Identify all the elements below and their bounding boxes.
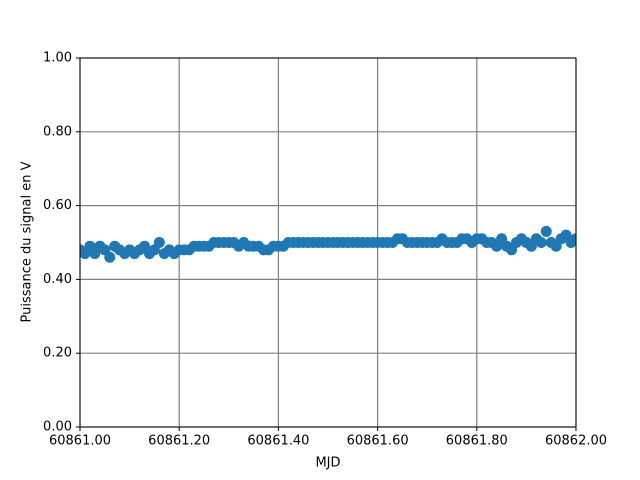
x-tick-label: 60861.80 bbox=[446, 434, 508, 449]
x-tick-label: 60861.20 bbox=[148, 434, 210, 449]
y-tick-label: 0.20 bbox=[43, 346, 72, 361]
point bbox=[104, 251, 116, 263]
x-axis-label: MJD bbox=[315, 456, 340, 471]
y-tick-label: 0.00 bbox=[43, 420, 72, 435]
x-tick-label: 60861.40 bbox=[247, 434, 309, 449]
y-tick-label: 0.40 bbox=[43, 272, 72, 287]
point bbox=[540, 225, 552, 237]
y-tick-label: 0.80 bbox=[43, 124, 72, 139]
x-tick-label: 60861.00 bbox=[49, 434, 111, 449]
point bbox=[570, 233, 576, 245]
ticks: 60861.00 60861.20 60861.40 60861.60 60861.80… bbox=[43, 51, 607, 449]
plot-frame bbox=[79, 57, 577, 428]
y-tick-label: 1.00 bbox=[43, 51, 72, 66]
point bbox=[535, 237, 547, 248]
y-tick-label: 0.60 bbox=[43, 198, 72, 213]
y-axis-label: Puissance du signal en V bbox=[20, 161, 35, 322]
x-tick-label: 60862.00 bbox=[545, 434, 607, 449]
point bbox=[153, 237, 165, 248]
x-tick-label: 60861.60 bbox=[347, 434, 409, 449]
points bbox=[80, 225, 576, 263]
